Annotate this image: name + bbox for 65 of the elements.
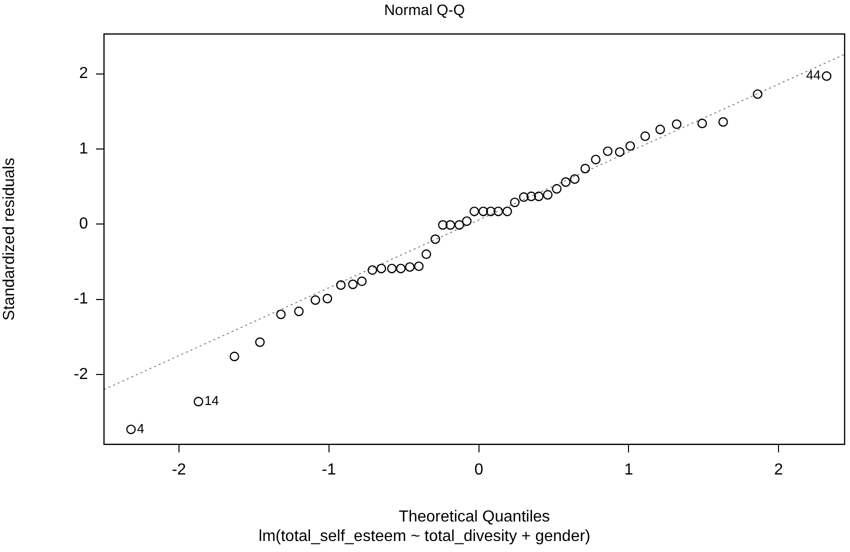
point xyxy=(493,206,504,216)
point xyxy=(430,234,440,244)
point xyxy=(357,276,367,286)
point xyxy=(368,265,378,275)
x-tick-label: -1 xyxy=(322,461,336,478)
point xyxy=(534,192,544,202)
point xyxy=(255,337,265,347)
x-axis-title: Theoretical Quantiles xyxy=(398,508,550,526)
annotation: 14 xyxy=(204,393,219,408)
annotation: 44 xyxy=(806,68,821,83)
point xyxy=(655,124,665,134)
point xyxy=(276,310,286,320)
point xyxy=(322,294,332,304)
point xyxy=(194,396,204,406)
point xyxy=(462,216,472,226)
x-tick-label: 0 xyxy=(474,461,484,478)
point xyxy=(552,184,562,194)
y-tick-label: -1 xyxy=(74,290,88,308)
point xyxy=(396,264,406,274)
chart-title: Normal Q-Q xyxy=(384,2,465,20)
point xyxy=(405,262,415,272)
x-tick-label: 1 xyxy=(624,461,634,478)
point xyxy=(438,220,448,230)
point xyxy=(486,206,496,216)
point xyxy=(348,280,358,290)
x-tick-label: -2 xyxy=(172,461,186,478)
text: lm(total_self_esteem ~ total_divesity + gender) xyxy=(258,528,590,545)
point xyxy=(126,424,136,434)
y-axis-title: Standardized residuals xyxy=(1,158,18,321)
point xyxy=(697,118,707,128)
point xyxy=(422,249,432,260)
point xyxy=(470,206,480,216)
y-tick-label: -2 xyxy=(74,366,88,383)
point xyxy=(510,198,520,208)
point xyxy=(560,177,571,187)
y-tick-label: 1 xyxy=(79,140,88,158)
point xyxy=(376,264,386,274)
point xyxy=(414,261,424,272)
point xyxy=(387,264,397,274)
point xyxy=(542,190,553,200)
point xyxy=(502,206,512,216)
point xyxy=(672,119,682,129)
annotation: 4 xyxy=(136,420,144,436)
point xyxy=(580,164,590,174)
point xyxy=(310,295,320,305)
point xyxy=(602,146,613,156)
point xyxy=(625,141,636,151)
point xyxy=(336,280,346,290)
y-tick-label: 2 xyxy=(79,65,88,82)
point xyxy=(230,352,240,362)
point xyxy=(446,220,456,230)
point xyxy=(518,192,529,202)
point xyxy=(752,89,762,99)
point xyxy=(640,131,650,142)
point xyxy=(454,220,464,230)
y-tick-label: 0 xyxy=(79,216,88,233)
point xyxy=(718,117,728,127)
point xyxy=(526,192,536,202)
point xyxy=(614,147,625,157)
point xyxy=(478,206,488,216)
point xyxy=(570,174,580,184)
point xyxy=(590,154,601,164)
point xyxy=(294,306,304,316)
point xyxy=(822,71,832,81)
x-tick-label: 2 xyxy=(774,461,784,478)
